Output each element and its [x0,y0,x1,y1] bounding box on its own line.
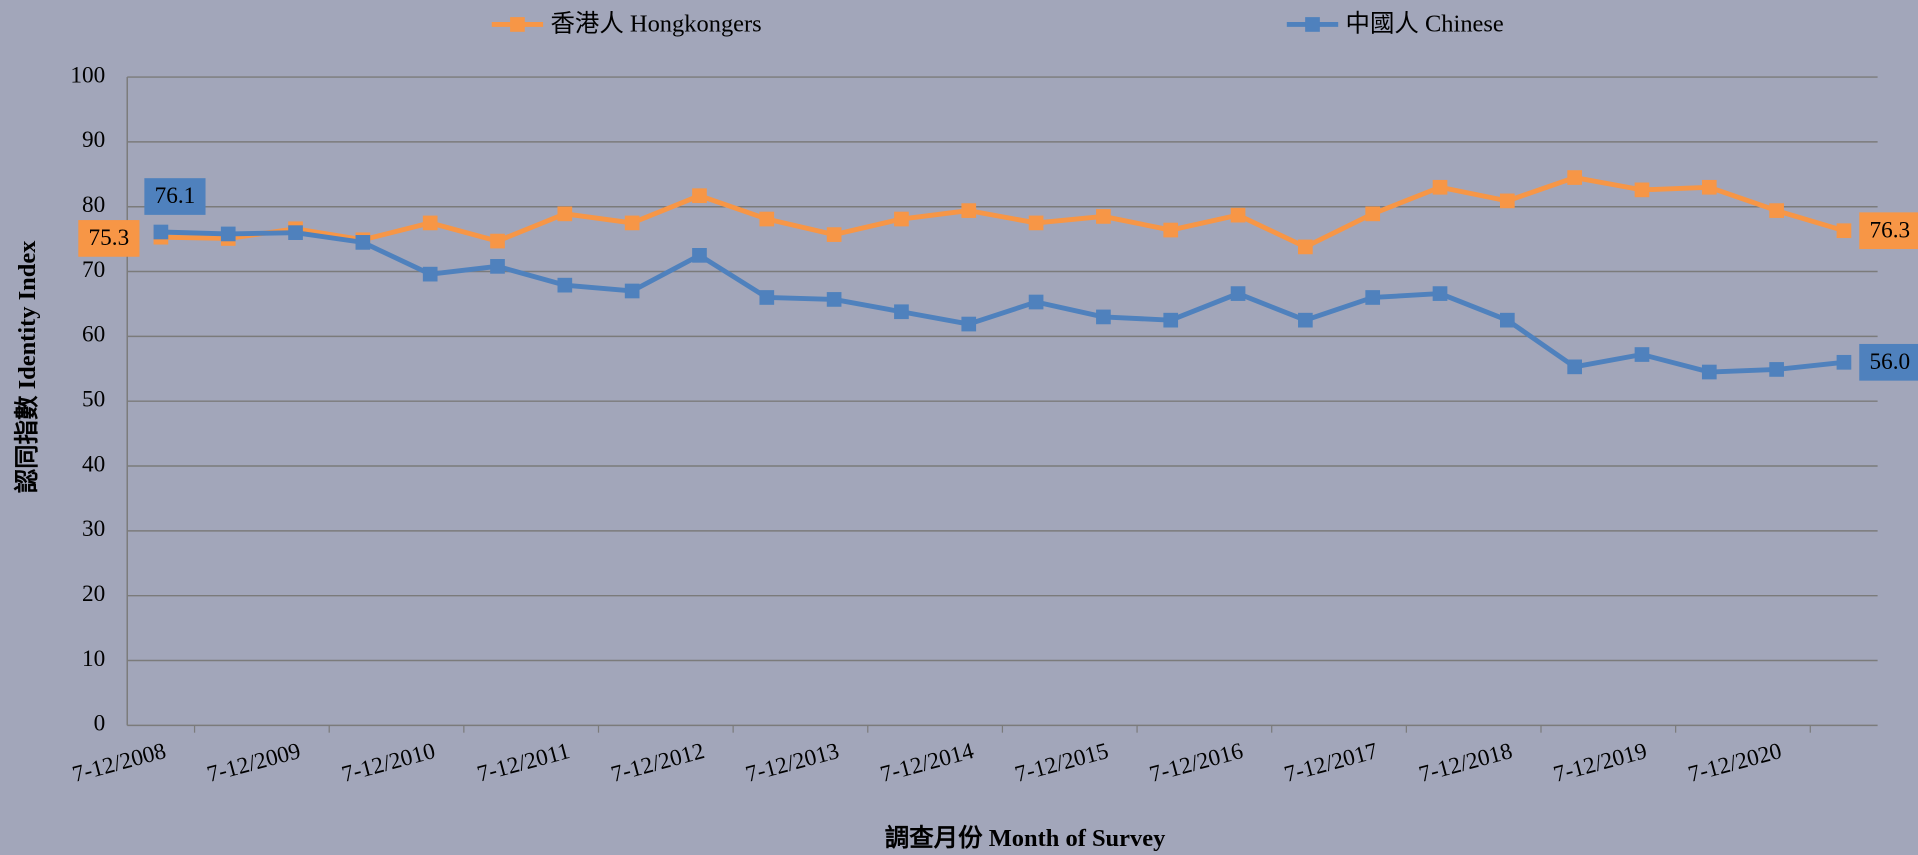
point-marker [1028,294,1044,310]
point-marker [1230,207,1246,223]
point-marker [1634,182,1650,198]
point-marker [1230,286,1246,301]
point-marker [1096,309,1111,325]
legend-label: 中國人 Chinese [1346,9,1504,37]
data-label: 56.0 [1870,349,1911,375]
point-marker [422,215,438,231]
data-label: 76.1 [155,183,196,209]
series-line [160,229,1845,375]
data-label: 75.3 [89,225,130,251]
point-marker [692,188,707,204]
point-marker [1432,179,1448,195]
point-marker [759,290,775,305]
point-marker [1567,170,1582,185]
point-marker [624,283,640,299]
point-marker [1163,312,1179,328]
point-marker [153,224,169,240]
point-marker [1096,209,1111,224]
legend-label: 香港人 Hongkongers [550,9,761,37]
y-tick-label: 10 [82,646,105,672]
point-marker [355,235,371,250]
y-tick-label: 90 [82,127,105,153]
point-marker [557,206,573,222]
point-marker [961,203,977,218]
point-marker [1432,286,1448,301]
data-label-box [1859,343,1918,381]
y-axis-title: 認同指數 Identity Index [12,240,41,493]
point-marker [692,247,707,263]
point-marker [1365,290,1381,305]
point-marker [1836,223,1852,239]
point-marker [422,266,438,282]
legend-marker [1305,17,1320,32]
y-tick-label: 70 [82,257,105,283]
point-marker [894,304,909,320]
x-axis-title: 調查月份 Month of Survey [885,823,1166,852]
y-tick-label: 20 [82,581,105,607]
point-marker [490,259,505,274]
data-label-box [78,220,140,257]
y-tick-label: 30 [82,516,105,542]
point-marker [557,277,573,293]
point-marker [894,211,909,227]
point-marker [1634,347,1650,362]
point-marker [1499,312,1515,328]
y-tick-label: 60 [82,322,105,348]
point-marker [1769,203,1784,218]
point-marker [288,225,303,240]
point-marker [490,233,505,249]
point-marker [826,227,842,242]
point-marker [826,292,842,307]
data-label-box [144,178,206,215]
point-marker [961,316,977,332]
legend-marker [510,17,525,32]
point-marker [624,215,640,231]
y-tick-label: 80 [82,192,105,218]
point-marker [1769,362,1784,377]
point-marker [1298,312,1313,328]
point-marker [1836,354,1852,370]
point-marker [1298,239,1313,255]
y-tick-label: 100 [70,62,105,88]
point-marker [1701,364,1717,380]
data-label: 76.3 [1870,217,1911,243]
y-tick-label: 0 [94,711,106,737]
y-tick-label: 50 [82,387,105,413]
point-marker [1567,359,1582,375]
data-label-box [1859,212,1918,250]
point-marker [220,226,236,242]
y-tick-label: 40 [82,451,105,477]
series-line [160,175,1845,250]
point-marker [1701,179,1717,195]
point-marker [1499,193,1515,209]
point-marker [1028,215,1044,231]
point-marker [1163,222,1179,238]
point-marker [759,211,775,227]
point-marker [1365,206,1381,222]
